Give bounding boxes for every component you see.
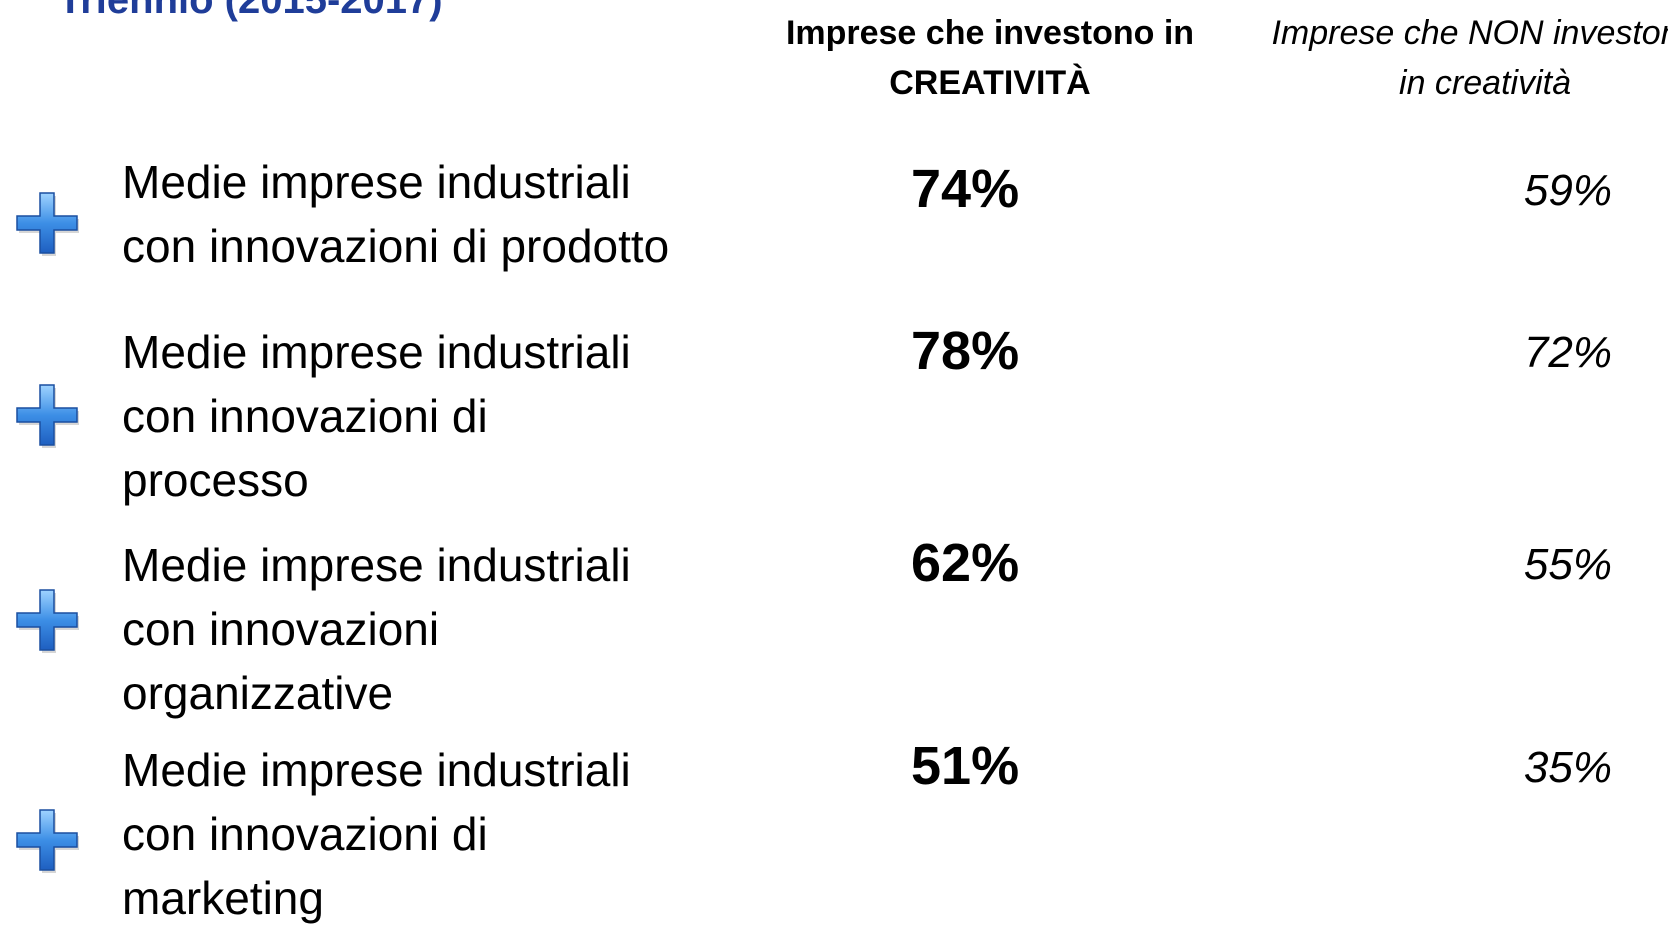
label-line: Medie imprese industriali xyxy=(122,539,631,591)
row-label: Medie imprese industriali con innovazioni… xyxy=(122,533,631,725)
plus-icon xyxy=(16,384,79,448)
plus-icon xyxy=(16,589,79,653)
value-non-creative: 72% xyxy=(1523,328,1612,377)
label-line: con innovazioni di xyxy=(122,808,488,860)
label-line: processo xyxy=(122,454,309,506)
label-line: marketing xyxy=(122,872,324,924)
value-creative: 74% xyxy=(911,159,1020,219)
label-line: organizzative xyxy=(122,667,394,719)
slide-title: Triennio (2015-2017) xyxy=(58,0,443,22)
label-line: con innovazioni di prodotto xyxy=(122,220,670,272)
label-line: Medie imprese industriali xyxy=(122,744,631,796)
value-creative: 62% xyxy=(911,533,1020,593)
row-label: Medie imprese industriali con innovazioni… xyxy=(122,738,631,930)
label-line: Medie imprese industriali xyxy=(122,156,631,208)
value-creative: 51% xyxy=(911,736,1020,796)
column-header: Imprese che investono in CREATIVITÀ xyxy=(785,14,1195,102)
plus-icon xyxy=(16,809,79,873)
row-label: Medie imprese industriali con innovazioni… xyxy=(122,150,669,278)
plus-icon xyxy=(16,192,79,256)
row-label: Medie imprese industriali con innovazioni… xyxy=(122,320,631,512)
value-creative: 78% xyxy=(911,321,1020,381)
value-non-creative: 55% xyxy=(1523,540,1612,589)
label-line: con innovazioni di xyxy=(122,390,488,442)
label-line: Medie imprese industriali xyxy=(122,326,631,378)
label-line: con innovazioni xyxy=(122,603,440,655)
value-non-creative: 59% xyxy=(1523,166,1612,215)
column-header: Imprese che NON investono in creatività xyxy=(1271,14,1668,102)
value-non-creative: 35% xyxy=(1523,743,1612,792)
